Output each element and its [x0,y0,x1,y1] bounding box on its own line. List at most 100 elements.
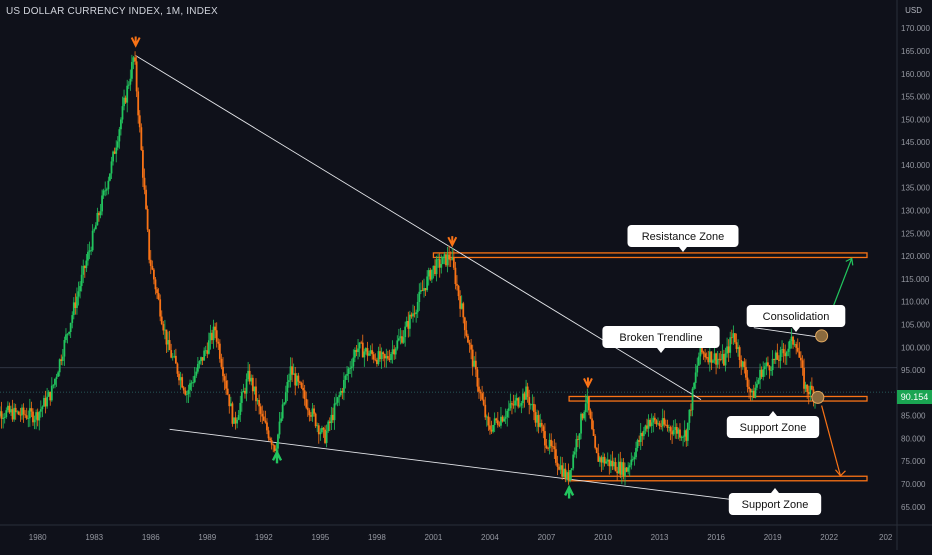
candle-body [810,385,813,390]
candle-body [782,349,785,354]
candle-body [267,430,270,439]
candle-body [132,57,135,62]
candle-body [388,358,391,360]
candle-body [261,413,264,417]
consolidation-line [753,327,820,338]
candle-body [143,177,146,190]
candle-body [99,211,102,216]
candle-body [72,302,75,316]
candle-body [399,336,402,339]
y-tick-label: 105.000 [901,320,930,329]
candle-body [211,332,213,341]
candle-body [760,369,763,377]
candle-body [608,459,611,467]
candle-body [317,425,320,435]
y-tick-label: 170.000 [901,24,930,33]
candle-body [6,405,9,411]
candle-body [413,313,416,315]
candle-body [691,388,694,411]
candle-body [548,439,551,449]
candle-body [680,437,683,438]
candle-body [248,370,251,382]
candle-body [393,349,396,355]
y-tick-label: 100.000 [901,343,930,352]
candle-body [250,377,253,382]
y-tick-label: 75.000 [901,457,926,466]
candle-body [319,432,322,435]
candle-body [8,405,11,413]
candle-body [807,391,810,395]
candle-body [600,457,603,463]
y-tick-label: 125.000 [901,229,930,238]
candle-body [583,412,586,419]
candle-body [724,353,727,366]
candle-body [269,438,272,441]
candle-body [140,127,143,151]
candle-body [302,387,304,391]
support-zone-mid-label-box [726,416,820,438]
candle-body [686,422,689,441]
consolidation-label-box [746,305,846,327]
y-tick-label: 160.000 [901,70,930,79]
candle-body [239,402,242,416]
candle-body [581,413,584,419]
x-tick-label: 1998 [368,533,386,542]
broken-trendline-label-text: Broken Trendline [619,332,702,344]
candle-body [421,290,424,291]
candle-body [485,416,488,418]
candle-body [402,337,405,343]
x-tick-label: 2013 [651,533,669,542]
candle-body [58,359,61,373]
candle-body [184,390,187,395]
candle-body [457,285,460,297]
candle-body [443,254,446,257]
candle-body [390,353,392,360]
candle-body [663,418,666,425]
candle-body [798,351,801,358]
candle-body [441,256,444,265]
candle-body [501,416,504,422]
candle-body [540,422,543,427]
candle-body [611,460,614,467]
candle-body [792,336,794,345]
candle-body [520,403,523,406]
candle-body [721,353,724,360]
candle-body [330,414,333,424]
candle-body [677,429,680,434]
candle-body [592,429,595,436]
candle-body [449,259,452,261]
candle-body [46,396,49,407]
consolidation-label: Consolidation [746,305,846,332]
candle-body [310,415,312,417]
support-zone-low-label-box [728,493,822,515]
candle-body [456,284,458,286]
candle-body [28,408,31,419]
candle-body [459,296,462,309]
candle-body [396,340,399,349]
candle-body [410,314,413,317]
candle-body [628,465,631,468]
y-tick-label: 145.000 [901,138,930,147]
candle-body [462,303,465,318]
candle-body [336,397,339,403]
candle-body [594,435,597,448]
candle-body [496,420,499,425]
broken-trendline-label-box [602,326,720,348]
candle-body [726,346,728,354]
candle-body [631,458,634,460]
candle-body [500,416,502,426]
candle-body [295,375,298,386]
candle-body [270,440,273,445]
candle-body [427,270,430,277]
candle-body [259,406,262,414]
x-tick-label: 1986 [142,533,160,542]
candle-body [641,432,644,437]
candle-body [154,279,157,290]
candle-body [625,467,628,472]
candle-body [283,402,286,405]
candle-body [669,427,672,432]
x-tick-label: 1995 [311,533,329,542]
support-zone-low-label-text: Support Zone [742,499,809,511]
